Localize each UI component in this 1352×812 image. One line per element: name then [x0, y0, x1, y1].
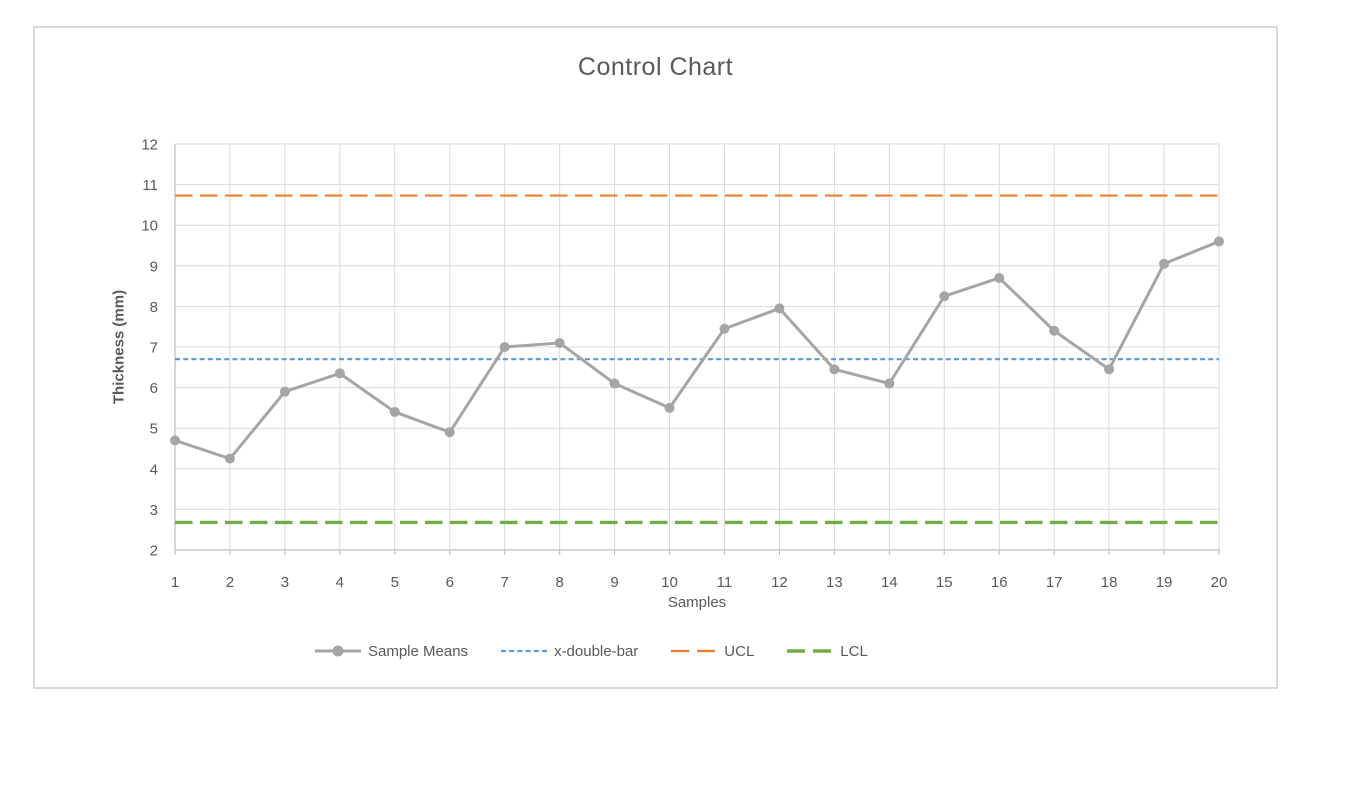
legend-swatch-dashed-line — [671, 649, 718, 653]
x-tick-label: 1 — [171, 574, 179, 591]
legend-item-x-double-bar: x-double-bar — [501, 643, 638, 660]
data-point-marker — [829, 364, 840, 375]
data-point-marker — [939, 291, 950, 302]
data-point-marker — [774, 303, 785, 314]
data-point-marker — [334, 368, 345, 379]
y-tick-label: 4 — [150, 461, 158, 478]
chart-legend: Sample Means x-double-bar UCL LCL — [315, 640, 868, 662]
data-point-marker — [279, 386, 290, 397]
x-tick-label: 17 — [1046, 574, 1063, 591]
x-tick-label: 20 — [1211, 574, 1228, 591]
y-axis-title-text: Thickness (mm) — [110, 289, 128, 405]
data-point-marker — [389, 406, 400, 417]
y-tick-label: 3 — [150, 502, 158, 519]
y-tick-label: 10 — [141, 218, 158, 235]
legend-label: Sample Means — [368, 642, 469, 660]
data-point-marker — [884, 378, 895, 389]
x-tick-label: 15 — [936, 574, 953, 591]
data-point-marker — [1214, 236, 1224, 247]
legend-swatch-dashed-line — [787, 649, 834, 653]
y-tick-label: 5 — [150, 421, 158, 438]
x-tick-label: 18 — [1101, 574, 1118, 591]
x-tick-label: 2 — [226, 574, 234, 591]
legend-label: UCL — [724, 642, 755, 660]
data-point-marker — [499, 342, 510, 352]
x-tick-label: 4 — [336, 574, 344, 591]
data-point-marker — [554, 337, 565, 348]
legend-label: LCL — [840, 642, 868, 660]
y-tick-label: 2 — [150, 543, 158, 560]
sample-means-line — [174, 240, 1220, 461]
data-point-marker — [1104, 364, 1115, 375]
y-tick-label: 6 — [150, 380, 158, 397]
data-point-marker — [664, 402, 675, 413]
data-point-marker — [994, 272, 1005, 283]
chart-title: Control Chart — [577, 53, 734, 81]
y-tick-label: 11 — [142, 177, 158, 194]
x-tick-label: 14 — [881, 574, 898, 591]
legend-item-lcl: LCL — [787, 643, 868, 660]
x-tick-label: 11 — [717, 574, 733, 591]
legend-swatch-line-marker — [315, 645, 361, 657]
data-point-marker — [1049, 325, 1060, 336]
data-point-marker — [444, 427, 455, 438]
data-point-marker — [170, 435, 180, 446]
x-axis-title: Samples — [667, 594, 727, 611]
y-tick-label: 9 — [150, 258, 158, 275]
x-tick-label: 13 — [826, 574, 843, 591]
x-tick-label: 9 — [610, 574, 618, 591]
x-tick-label: 10 — [661, 574, 678, 591]
y-tick-label: 7 — [150, 340, 158, 357]
legend-item-ucl: UCL — [671, 643, 754, 660]
x-tick-label: 3 — [281, 574, 289, 591]
legend-swatch-dashed-line — [501, 649, 548, 653]
x-tick-label: 5 — [391, 574, 399, 591]
legend-label: x-double-bar — [554, 642, 639, 660]
data-point-marker — [224, 453, 235, 464]
data-point-marker — [1159, 258, 1170, 269]
chart-card: Control Chart 2 3 4 5 6 7 8 9 10 11 12 1 2 3 4 5 6 7 8 9 10 1… — [33, 26, 1278, 689]
x-tick-label: 12 — [771, 574, 788, 591]
y-tick-label: 12 — [141, 137, 158, 154]
y-tick-label: 8 — [150, 299, 158, 316]
data-point-marker — [609, 378, 620, 389]
x-tick-label: 8 — [555, 574, 563, 591]
x-tick-label: 19 — [1156, 574, 1173, 591]
legend-item-sample-means: Sample Means — [315, 643, 468, 660]
data-point-marker — [719, 323, 730, 334]
x-tick-label: 6 — [446, 574, 454, 591]
x-tick-label: 7 — [501, 574, 509, 591]
x-tick-label: 16 — [991, 574, 1008, 591]
